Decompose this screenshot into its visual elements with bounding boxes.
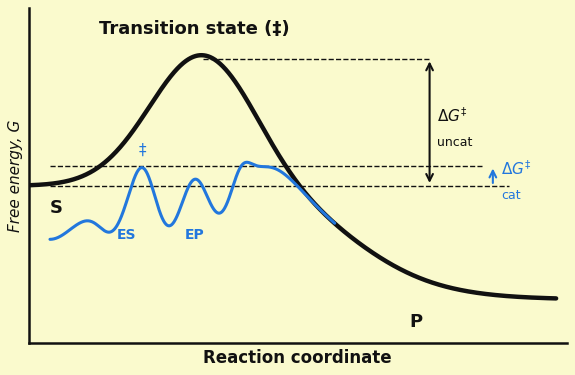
Text: S: S [50, 199, 63, 217]
Text: $\Delta G^{\ddagger}$: $\Delta G^{\ddagger}$ [501, 160, 531, 178]
Text: Transition state (‡): Transition state (‡) [99, 20, 289, 38]
Text: uncat: uncat [438, 136, 473, 149]
X-axis label: Reaction coordinate: Reaction coordinate [204, 349, 392, 367]
Text: EP: EP [185, 228, 205, 242]
Text: ‡: ‡ [139, 142, 146, 157]
Text: ES: ES [117, 228, 136, 242]
Text: $\Delta G^{\ddagger}$: $\Delta G^{\ddagger}$ [438, 106, 468, 125]
Text: cat: cat [501, 189, 520, 202]
Y-axis label: Free energy, G: Free energy, G [8, 120, 24, 232]
Text: P: P [410, 313, 423, 331]
